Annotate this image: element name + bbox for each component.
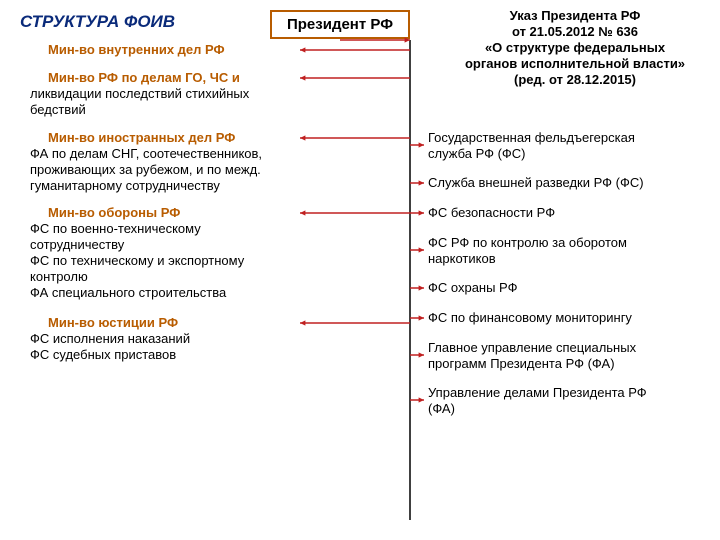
ministry-sub: ФС по военно-техническому bbox=[30, 221, 390, 237]
left-item-0: Мин-во внутренних дел РФ bbox=[30, 42, 390, 58]
right-item-7: Управление делами Президента РФ(ФА) bbox=[428, 385, 708, 417]
ministry-sub: ФС судебных приставов bbox=[30, 347, 390, 363]
service-line: ФС РФ по контролю за оборотом bbox=[428, 235, 708, 251]
service-line: Государственная фельдъегерская bbox=[428, 130, 708, 146]
ministry-label: Мин-во РФ по делам ГО, ЧС и bbox=[48, 70, 390, 86]
decree-block: Указ Президента РФот 21.05.2012 № 636«О … bbox=[440, 8, 710, 88]
ministry-sub: ФА специального строительства bbox=[30, 285, 390, 301]
right-item-3: ФС РФ по контролю за оборотомнаркотиков bbox=[428, 235, 708, 267]
decree-line: (ред. от 28.12.2015) bbox=[440, 72, 710, 88]
ministry-label: Мин-во внутренних дел РФ bbox=[48, 42, 390, 58]
decree-line: «О структуре федеральных bbox=[440, 40, 710, 56]
service-line: Управление делами Президента РФ bbox=[428, 385, 708, 401]
right-item-6: Главное управление специальныхпрограмм П… bbox=[428, 340, 708, 372]
ministry-label: Мин-во обороны РФ bbox=[48, 205, 390, 221]
ministry-sub: проживающих за рубежом, и по межд. bbox=[30, 162, 390, 178]
ministry-sub: контролю bbox=[30, 269, 390, 285]
decree-line: от 21.05.2012 № 636 bbox=[440, 24, 710, 40]
service-line: ФС охраны РФ bbox=[428, 280, 708, 296]
president-box: Президент РФ bbox=[270, 10, 410, 39]
ministry-sub: бедствий bbox=[30, 102, 390, 118]
service-line: (ФА) bbox=[428, 401, 708, 417]
decree-line: органов исполнительной власти» bbox=[440, 56, 710, 72]
left-item-2: Мин-во иностранных дел РФФА по делам СНГ… bbox=[30, 130, 390, 194]
diagram-root: СТРУКТУРА ФОИВ Президент РФ Указ Президе… bbox=[0, 0, 720, 540]
ministry-sub: ФС по техническому и экспортному bbox=[30, 253, 390, 269]
ministry-sub: ликвидации последствий стихийных bbox=[30, 86, 390, 102]
left-item-1: Мин-во РФ по делам ГО, ЧС иликвидации по… bbox=[30, 70, 390, 118]
ministry-label: Мин-во юстиции РФ bbox=[48, 315, 390, 331]
ministry-label: Мин-во иностранных дел РФ bbox=[48, 130, 390, 146]
service-line: служба РФ (ФС) bbox=[428, 146, 708, 162]
service-line: ФС безопасности РФ bbox=[428, 205, 708, 221]
decree-line: Указ Президента РФ bbox=[440, 8, 710, 24]
service-line: наркотиков bbox=[428, 251, 708, 267]
right-item-0: Государственная фельдъегерскаяслужба РФ … bbox=[428, 130, 708, 162]
ministry-sub: гуманитарному сотрудничеству bbox=[30, 178, 390, 194]
service-line: программ Президента РФ (ФА) bbox=[428, 356, 708, 372]
service-line: ФС по финансовому мониторингу bbox=[428, 310, 708, 326]
right-item-2: ФС безопасности РФ bbox=[428, 205, 708, 221]
ministry-sub: сотрудничеству bbox=[30, 237, 390, 253]
left-item-3: Мин-во обороны РФФС по военно-техническо… bbox=[30, 205, 390, 301]
service-line: Служба внешней разведки РФ (ФС) bbox=[428, 175, 708, 191]
right-item-4: ФС охраны РФ bbox=[428, 280, 708, 296]
right-item-5: ФС по финансовому мониторингу bbox=[428, 310, 708, 326]
left-item-4: Мин-во юстиции РФФС исполнения наказаний… bbox=[30, 315, 390, 363]
ministry-sub: ФА по делам СНГ, соотечественников, bbox=[30, 146, 390, 162]
page-title: СТРУКТУРА ФОИВ bbox=[20, 12, 175, 32]
service-line: Главное управление специальных bbox=[428, 340, 708, 356]
ministry-sub: ФС исполнения наказаний bbox=[30, 331, 390, 347]
right-item-1: Служба внешней разведки РФ (ФС) bbox=[428, 175, 708, 191]
